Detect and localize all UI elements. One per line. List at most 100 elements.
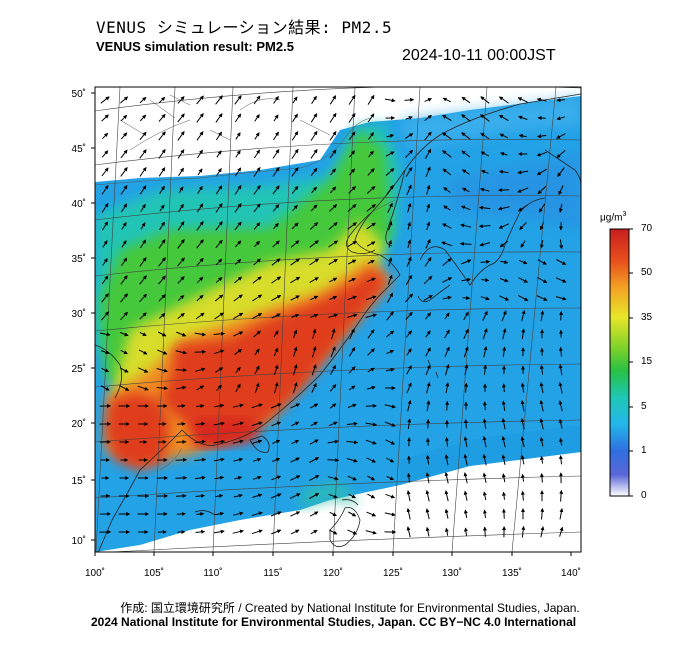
- title-japanese: VENUS シミュレーション結果: PM2.5: [96, 18, 393, 37]
- lon-tick-label: 140˚: [561, 567, 581, 579]
- wind-arrow: [178, 167, 184, 177]
- wind-arrow: [385, 168, 395, 176]
- wind-arrow: [215, 367, 224, 373]
- wind-arrow: [176, 385, 187, 390]
- wind-arrow: [501, 310, 507, 322]
- wind-arrow: [253, 330, 261, 338]
- wind-arrow: [254, 114, 260, 122]
- wind-arrow: [521, 328, 526, 339]
- wind-arrow: [558, 185, 564, 196]
- wind-arrow: [270, 403, 282, 409]
- wind-arrow: [139, 275, 147, 285]
- wind-arrow: [197, 149, 203, 159]
- wind-arrow: [291, 313, 300, 318]
- wind-arrow: [482, 401, 487, 411]
- wind-arrow: [387, 202, 393, 213]
- wind-arrow: [559, 526, 564, 537]
- wind-arrow: [159, 204, 165, 212]
- wind-arrow: [101, 221, 109, 231]
- wind-arrow: [407, 202, 412, 213]
- wind-arrow: [309, 493, 320, 499]
- wind-arrow: [120, 132, 128, 140]
- wind-arrow: [482, 454, 487, 466]
- wind-arrow: [406, 256, 412, 267]
- wind-arrow: [328, 421, 338, 427]
- wind-arrow: [213, 439, 226, 444]
- wind-arrow: [215, 221, 223, 231]
- wind-arrow: [233, 493, 243, 498]
- wind-arrow: [176, 511, 186, 516]
- wind-arrow: [215, 113, 223, 123]
- wind-arrow: [425, 508, 430, 520]
- wind-arrow: [388, 221, 393, 231]
- wind-arrow: [272, 149, 280, 159]
- wind-arrow: [425, 489, 430, 502]
- wind-arrow: [273, 95, 279, 104]
- wind-arrow: [536, 97, 547, 102]
- wind-arrow: [289, 475, 301, 481]
- wind-arrow: [290, 403, 301, 409]
- wind-arrow: [139, 166, 147, 177]
- lat-tick-label: 35˚: [72, 253, 86, 265]
- wind-arrow: [443, 205, 451, 211]
- wind-arrow: [479, 205, 491, 210]
- lat-tick-label: 25˚: [72, 363, 86, 375]
- wind-arrow: [405, 116, 413, 120]
- wind-arrow: [463, 346, 469, 358]
- wind-arrow: [310, 421, 318, 427]
- wind-arrow: [329, 95, 337, 105]
- wind-arrow: [232, 511, 244, 516]
- wind-arrow: [499, 133, 509, 139]
- wind-arrow: [329, 384, 337, 392]
- wind-arrow: [311, 382, 317, 393]
- wind-arrow: [558, 437, 563, 446]
- wind-arrow: [407, 239, 412, 249]
- lon-tick-label: 115˚: [263, 567, 282, 579]
- wind-arrow: [158, 294, 166, 302]
- wind-arrow: [347, 475, 357, 481]
- lat-tick-label: 45˚: [72, 143, 86, 155]
- wind-arrow: [425, 238, 431, 249]
- wind-arrow: [368, 150, 374, 158]
- wind-arrow: [479, 242, 491, 247]
- wind-arrow: [405, 293, 414, 303]
- wind-arrow: [254, 132, 260, 140]
- wind-arrow: [367, 260, 375, 264]
- wind-arrow: [501, 418, 506, 430]
- wind-arrow: [557, 167, 565, 177]
- wind-arrow: [424, 98, 433, 102]
- wind-arrow: [312, 328, 317, 339]
- wind-arrow: [158, 96, 166, 104]
- wind-arrow: [518, 277, 528, 283]
- wind-arrow: [196, 113, 204, 123]
- wind-arrow: [444, 329, 450, 339]
- wind-arrow: [177, 294, 185, 301]
- wind-arrow: [480, 114, 490, 122]
- wind-arrow: [273, 222, 279, 229]
- wind-arrow: [558, 455, 563, 465]
- wind-arrow: [213, 457, 225, 462]
- wind-arrow: [348, 186, 356, 194]
- wind-arrow: [138, 367, 149, 373]
- wind-arrow: [290, 295, 300, 301]
- wind-arrow: [328, 222, 338, 230]
- lon-tick-label: 135˚: [502, 567, 522, 579]
- wind-arrow: [196, 294, 204, 302]
- lon-tick-label: 110˚: [203, 567, 222, 579]
- wind-arrow: [329, 511, 337, 517]
- wind-arrow: [253, 95, 261, 105]
- wind-arrow: [175, 493, 187, 498]
- wind-arrow: [482, 472, 487, 483]
- wind-arrow: [539, 418, 544, 430]
- wind-arrow: [120, 114, 128, 122]
- wind-arrow: [559, 239, 564, 250]
- wind-arrow: [216, 167, 222, 176]
- wind-arrow: [366, 511, 377, 517]
- wind-arrow: [157, 331, 167, 337]
- wind-arrow: [385, 151, 395, 157]
- wind-arrow: [406, 490, 411, 502]
- wind-arrow: [518, 133, 527, 138]
- wind-arrow: [120, 149, 128, 159]
- wind-arrow: [328, 313, 339, 318]
- wind-arrow: [120, 257, 128, 267]
